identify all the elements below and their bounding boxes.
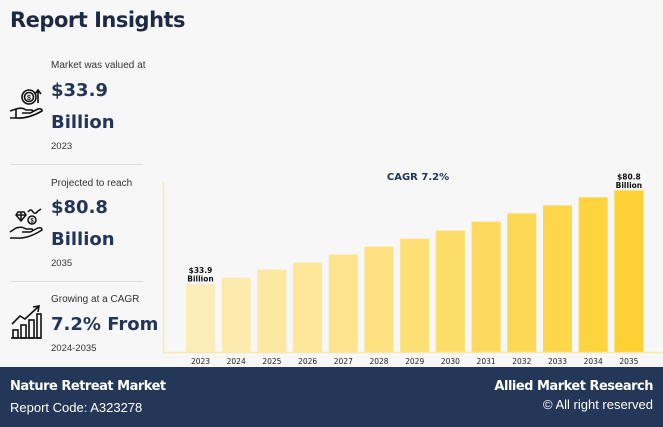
x-tick-label: 2026 xyxy=(298,357,317,366)
copyright-text: © All right reserved xyxy=(542,397,653,412)
growth-chart-icon xyxy=(11,305,42,339)
stat-label: Growing at a CAGR xyxy=(51,294,140,305)
x-tick-label: 2035 xyxy=(619,357,638,366)
x-tick-label: 2032 xyxy=(512,357,531,366)
x-tick-label: 2030 xyxy=(441,357,460,366)
x-tick-label: 2029 xyxy=(405,357,424,366)
stat-cagr: Growing at a CAGR 7.2% From 2024-2035 xyxy=(0,288,158,368)
bar-2029 xyxy=(400,238,430,352)
publisher-name: Allied Market Research xyxy=(494,379,653,394)
data-label-2023: $33.9 xyxy=(189,266,213,275)
x-tick-label: 2033 xyxy=(548,357,567,366)
page-title: Report Insights xyxy=(10,8,186,32)
svg-text:$: $ xyxy=(27,95,31,102)
report-code: Report Code: A323278 xyxy=(10,400,143,415)
bar-2033 xyxy=(543,205,572,352)
stat-year: 2023 xyxy=(51,141,73,152)
x-tick-label: 2028 xyxy=(369,357,388,366)
bar-2032 xyxy=(507,213,537,352)
bar-2027 xyxy=(328,254,358,352)
x-tick-label: 2024 xyxy=(227,357,246,366)
bar-2025 xyxy=(257,269,287,352)
bar-2023 xyxy=(186,284,215,352)
data-label-2035: $80.8 xyxy=(617,172,641,181)
chart-title: CAGR 7.2% xyxy=(387,172,449,183)
money-hand-icon: $ xyxy=(9,88,43,119)
bar-chart: CAGR 7.2% 2023 2024 2025 2026 2027 2028 2029 20… xyxy=(162,172,663,366)
stat-market-value: $ Market was valued at $33.9 Billion 202… xyxy=(0,55,146,165)
x-tick-label: 2023 xyxy=(191,357,210,366)
data-label-2035: Billion xyxy=(616,181,643,190)
market-name: Nature Retreat Market xyxy=(10,379,166,394)
svg-text:$: $ xyxy=(30,219,34,225)
x-tick-label: 2027 xyxy=(334,357,353,366)
x-tick-label: 2034 xyxy=(584,357,603,366)
bar-2030 xyxy=(435,230,465,352)
bar-2024 xyxy=(221,277,251,352)
x-tick-label: 2025 xyxy=(262,357,281,366)
bar-2034 xyxy=(578,197,608,352)
divider xyxy=(10,281,143,282)
stat-projected-value: $ Projected to reach $80.8 Billion 2035 xyxy=(0,172,145,282)
stat-year: 2024-2035 xyxy=(51,343,97,354)
bar-2026 xyxy=(293,262,323,352)
divider xyxy=(10,164,143,165)
stat-value: $33.9 xyxy=(51,80,108,101)
bar-2035 xyxy=(614,190,644,352)
bar-2028 xyxy=(364,246,394,352)
diamond-hand-icon: $ xyxy=(9,208,43,239)
data-label-2023: Billion xyxy=(187,275,214,284)
stat-year: 2035 xyxy=(51,258,73,269)
stat-label: Market was valued at xyxy=(51,60,146,71)
stat-unit: Billion xyxy=(51,112,115,133)
footer: Nature Retreat Market Report Code: A3232… xyxy=(0,367,663,427)
stat-label: Projected to reach xyxy=(51,178,133,189)
stat-value: $80.8 xyxy=(51,197,108,218)
x-tick-label: 2031 xyxy=(477,357,496,366)
bar-2031 xyxy=(471,221,501,352)
stat-unit: Billion xyxy=(51,229,115,250)
stat-value: 7.2% From xyxy=(51,314,159,335)
